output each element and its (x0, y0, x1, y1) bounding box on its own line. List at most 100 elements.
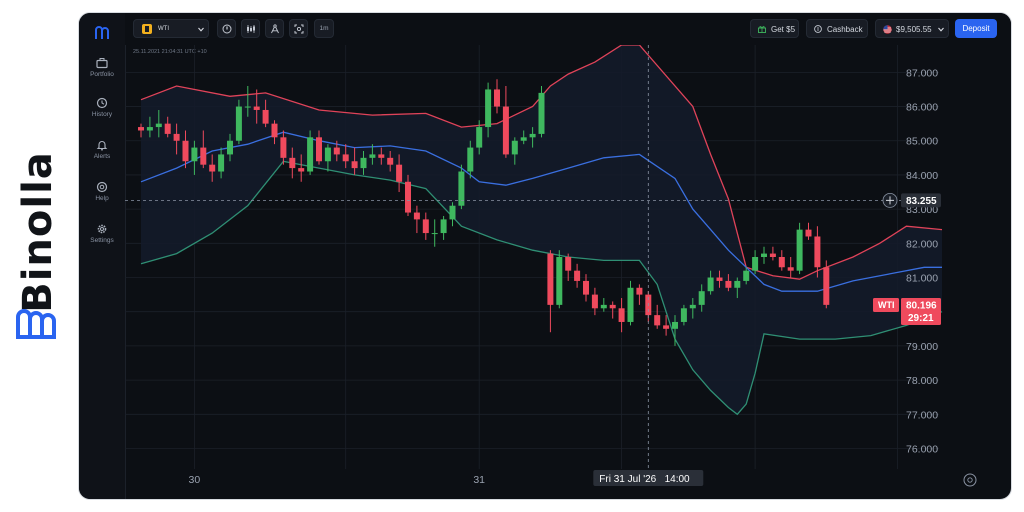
timeframe-selector[interactable]: 1m (314, 19, 334, 38)
asset-label: WTI (158, 26, 169, 32)
candle-body (823, 267, 830, 305)
candle (689, 298, 696, 319)
current-price-label: 80.196 (906, 301, 937, 312)
candle-body (663, 325, 670, 329)
sidebar-item-alerts[interactable]: Alerts (79, 139, 125, 173)
sidebar-item-label: Help (95, 195, 109, 202)
cashback-button[interactable]: Cashback (806, 19, 868, 38)
candle-body (262, 109, 269, 124)
candle (752, 250, 759, 275)
candle (467, 140, 474, 179)
candle (734, 277, 741, 299)
candle-body (387, 157, 394, 165)
candle-body (405, 181, 411, 213)
candle (796, 222, 803, 275)
bell-icon (96, 141, 108, 151)
candle-body (814, 236, 821, 268)
current-symbol-box (873, 298, 899, 313)
asset-selector[interactable]: WTI (133, 19, 209, 38)
candle (805, 222, 812, 240)
candle (778, 250, 785, 271)
candle (654, 304, 661, 329)
bollinger-upper-band (140, 45, 943, 280)
brand-panel: Binolla (0, 0, 78, 512)
candle (298, 154, 305, 182)
price-chart[interactable]: 87.00086.00085.00084.00083.00082.00081.0… (125, 45, 1011, 491)
candle (324, 144, 331, 172)
price-tick-label: 82.000 (906, 238, 938, 250)
candle (814, 226, 821, 278)
binolla-logo-icon (16, 309, 56, 339)
cashback-icon (814, 25, 822, 33)
candle-body (289, 157, 296, 169)
current-price-tag: WTI 80.196 29:21 (873, 298, 941, 326)
candle-body (485, 89, 492, 128)
candle (200, 130, 207, 169)
get-bonus-button[interactable]: Get $5 (750, 19, 799, 38)
chart-type-button[interactable] (241, 19, 260, 38)
balance-value: $9,505.55 (896, 25, 932, 34)
candle (761, 246, 767, 264)
app-logo-icon[interactable] (93, 25, 111, 41)
crosshair-time-label: Fri 31 Jul '26 14:00 (599, 474, 690, 485)
price-tick-label: 76.000 (906, 443, 938, 455)
candle (351, 147, 358, 175)
candle-body (191, 147, 198, 162)
price-tick-label: 81.000 (906, 273, 938, 285)
sidebar-item-portfolio[interactable]: Portfolio (79, 57, 125, 91)
top-toolbar: WTI (125, 13, 1011, 55)
candle-body (280, 137, 287, 158)
chevron-down-icon (198, 27, 204, 32)
candle (173, 123, 180, 155)
candle (431, 219, 438, 247)
candle-body (155, 123, 162, 128)
candle (316, 130, 322, 165)
sidebar-item-label: Portfolio (90, 71, 114, 78)
candle-body (538, 92, 545, 134)
candle (618, 298, 625, 333)
candle-body (440, 219, 447, 234)
time-tick-label: 30 (189, 474, 201, 486)
drawing-tools-button[interactable] (265, 19, 284, 38)
candle-body (458, 171, 465, 206)
candle (769, 246, 776, 261)
crosshair-time-tag: Fri 31 Jul '26 14:00 (593, 470, 704, 486)
crosshair-price-tag: 83.255 (882, 193, 941, 208)
axis-settings-button[interactable] (963, 473, 977, 487)
candle (636, 284, 643, 305)
candle-body (618, 308, 625, 322)
candle (280, 130, 287, 165)
candle-body (449, 205, 456, 220)
candle-body (342, 154, 349, 162)
candle-body (520, 137, 527, 141)
deposit-button[interactable]: Deposit (955, 19, 997, 38)
sidebar-item-history[interactable]: History (79, 97, 125, 131)
account-balance-selector[interactable]: $9,505.55 (875, 19, 949, 38)
candle-body (422, 219, 429, 234)
candle-body (369, 154, 376, 158)
chart-info-readout: 25.11.2021 21:04:31 UTC +10 (133, 49, 207, 55)
gear-icon (97, 224, 107, 234)
candle-body (298, 168, 305, 172)
candle-body (805, 229, 812, 237)
screenshot-button[interactable] (289, 19, 308, 38)
indicators-button[interactable] (217, 19, 236, 38)
brand-wordmark: Binolla (15, 151, 61, 313)
sidebar: Portfolio History Alerts Help (79, 13, 126, 499)
candle (342, 144, 349, 169)
candle-body (547, 253, 554, 305)
price-tick-label: 84.000 (906, 170, 938, 182)
sidebar-item-settings[interactable]: Settings (79, 223, 125, 257)
price-tick-label: 78.000 (906, 375, 938, 387)
candle (529, 127, 536, 148)
candle-body (600, 304, 607, 309)
candle-body (707, 277, 714, 292)
candle-body (244, 106, 251, 108)
candle (823, 260, 830, 309)
candle (565, 253, 572, 281)
gift-icon (758, 26, 766, 33)
trading-app-window: Portfolio History Alerts Help (78, 12, 1012, 500)
candle (476, 120, 483, 155)
sidebar-item-help[interactable]: Help (79, 181, 125, 215)
current-symbol-label: WTI (878, 300, 895, 310)
